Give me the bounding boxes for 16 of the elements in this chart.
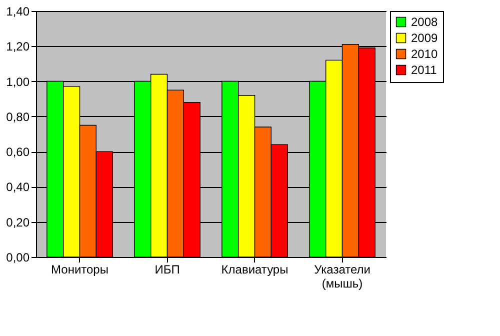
legend-label: 2010: [411, 47, 438, 61]
y-tick-label: 1,00: [6, 74, 30, 89]
y-tick-label: 1,20: [6, 40, 30, 54]
y-tick-label: 0,20: [6, 215, 30, 230]
y-tick-label: 0,60: [6, 145, 30, 160]
x-tick-label: Клавиатуры: [221, 262, 288, 276]
y-tick-label: 0,00: [6, 250, 30, 264]
x-tick-label: Мониторы: [51, 262, 108, 276]
legend-label: 2011: [411, 63, 438, 77]
legend-label: 2009: [411, 31, 438, 45]
x-tick-label: ИБП: [154, 262, 180, 276]
y-tick-label: 0,40: [6, 180, 30, 194]
y-tick-label: 0,80: [6, 110, 30, 124]
y-tick-label: 1,40: [6, 4, 30, 18]
x-tick-label: Указатели (мышь): [314, 262, 370, 290]
legend-label: 2008: [411, 15, 438, 29]
